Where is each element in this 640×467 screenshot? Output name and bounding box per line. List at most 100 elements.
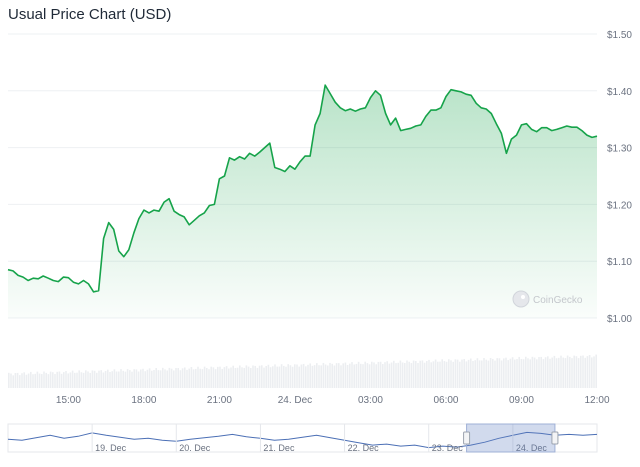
volume-bar (527, 358, 529, 388)
volume-bar (544, 357, 547, 388)
volume-bar (144, 371, 146, 388)
volume-bar (96, 372, 98, 388)
volume-bar (300, 364, 303, 388)
volume-bar (234, 367, 237, 388)
volume-bar (503, 358, 505, 388)
volume-bar (168, 367, 171, 388)
volume-bar (593, 356, 595, 388)
navigator-tick-label: 21. Dec (263, 443, 295, 453)
volume-bar (36, 371, 39, 388)
volume-bar (584, 357, 586, 388)
volume-bar (555, 358, 558, 388)
volume-bar (496, 358, 498, 388)
volume-bar (21, 373, 23, 388)
volume-bar (269, 367, 272, 388)
volume-bar (404, 362, 406, 388)
volume-bar (344, 362, 347, 388)
volume-bar (522, 359, 525, 388)
volume-bar (190, 366, 193, 388)
volume-bar (470, 358, 472, 388)
navigator-left-handle[interactable] (463, 431, 471, 445)
volume-bar (450, 360, 452, 388)
volume-bar (428, 359, 430, 388)
volume-bar (87, 371, 89, 388)
volume-bar (520, 358, 523, 388)
volume-bar (254, 365, 256, 388)
volume-bar (507, 360, 509, 388)
volume-bar (43, 371, 45, 388)
volume-bar (569, 356, 571, 388)
volume-bar (476, 358, 479, 388)
volume-bar (256, 367, 259, 388)
volume-bar (355, 363, 358, 388)
volume-bar (32, 374, 34, 388)
volume-bar (258, 365, 261, 388)
volume-bar (67, 373, 69, 388)
volume-bar (461, 359, 463, 388)
volume-bar (426, 361, 428, 388)
volume-bar (225, 366, 228, 388)
volume-bar (307, 364, 309, 388)
volume-bar (494, 360, 496, 388)
volume-bar (78, 370, 80, 388)
volume-bar (379, 361, 382, 388)
volume-bar (170, 368, 173, 388)
x-tick-label: 09:00 (509, 395, 534, 406)
volume-bar (109, 372, 111, 388)
volume-bar (206, 368, 208, 388)
volume-bar (126, 369, 129, 388)
range-navigator[interactable]: 19. Dec 20. Dec 21. Dec 22. Dec 23. Dec 24. D… (7, 423, 598, 453)
volume-bar (10, 373, 12, 388)
volume-bar (419, 360, 421, 388)
volume-bar (481, 360, 483, 388)
volume-bar (349, 363, 351, 388)
volume-bar (421, 360, 424, 388)
volume-bar (63, 372, 65, 388)
y-tick-label: $1.40 (607, 87, 632, 98)
volume-bar (456, 359, 459, 388)
volume-bar (76, 372, 78, 388)
volume-bar (313, 365, 316, 388)
volume-bar (324, 364, 327, 388)
volume-bar (397, 362, 399, 388)
volume-bar (47, 374, 50, 388)
navigator-right-handle[interactable] (551, 431, 559, 445)
volume-bar (91, 370, 94, 388)
volume-bar (474, 360, 476, 388)
navigator-tick-label: 22. Dec (348, 443, 380, 453)
volume-bar (267, 364, 270, 388)
volume-bar (525, 356, 527, 388)
volume-bar (247, 366, 250, 388)
volume-bar (173, 370, 175, 388)
volume-bar (245, 365, 248, 388)
volume-bar (500, 360, 503, 388)
volume-bar (278, 366, 281, 388)
volume-bar (98, 370, 100, 388)
volume-bar (410, 363, 413, 388)
navigator-selection[interactable] (466, 423, 556, 453)
volume-bar (564, 358, 567, 388)
volume-bar (210, 366, 212, 388)
volume-bar (113, 369, 116, 388)
volume-bar (217, 366, 219, 388)
volume-bar (159, 370, 162, 388)
volume-bar (274, 364, 276, 388)
volume-bar (151, 370, 153, 388)
volume-bar (263, 367, 265, 388)
volume-bar (212, 367, 215, 388)
volume-bar (327, 365, 329, 388)
volume-bar (192, 369, 195, 388)
volume-bar (197, 366, 199, 388)
volume-bar (261, 365, 263, 388)
volume-bar (445, 361, 448, 388)
volume-bar (100, 370, 102, 388)
volume-bar (362, 364, 364, 388)
navigator-tick-label: 19. Dec (95, 443, 127, 453)
volume-bar (591, 357, 593, 388)
volume-bar (162, 367, 164, 388)
watermark-text: CoinGecko (533, 295, 583, 306)
volume-bar (516, 359, 518, 388)
volume-bar (12, 375, 14, 388)
volume-bar (560, 355, 562, 388)
